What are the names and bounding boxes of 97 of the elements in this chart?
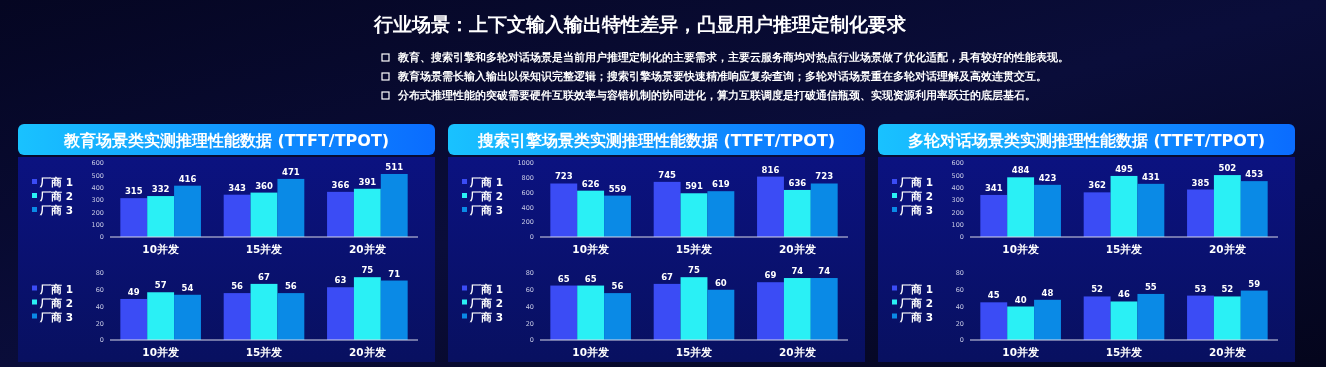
- x-tick-label: 10并发: [1002, 243, 1039, 255]
- data-label: 45: [987, 290, 1000, 301]
- data-label: 723: [815, 171, 834, 182]
- data-label: 619: [712, 179, 730, 190]
- legend-label: 厂商 1: [469, 282, 503, 295]
- x-tick-label: 20并发: [349, 346, 386, 358]
- data-label: 63: [334, 275, 347, 286]
- x-tick-label: 10并发: [572, 243, 609, 255]
- data-label: 55: [1144, 281, 1157, 292]
- x-tick-label: 20并发: [779, 346, 816, 358]
- data-label: 56: [611, 281, 624, 292]
- data-label: 745: [658, 169, 677, 180]
- data-label: 46: [1118, 289, 1130, 300]
- data-label: 65: [584, 273, 597, 284]
- data-label: 75: [688, 265, 700, 276]
- x-tick-label: 15并发: [675, 346, 713, 358]
- x-tick-label: 10并发: [142, 243, 179, 255]
- chart-title: 教育场景类实测推理性能数据 (TTFT/TPOT): [62, 131, 390, 150]
- data-label: 74: [818, 266, 831, 277]
- legend-label: 厂商 1: [39, 282, 73, 295]
- legend-label: 厂商 3: [469, 310, 503, 323]
- x-tick-label: 15并发: [675, 243, 713, 255]
- legend-label: 厂商 2: [899, 190, 933, 202]
- data-label: 816: [761, 164, 780, 175]
- text: 分布式推理性能的突破需要硬件互联效率与容错机制的协同进化，算力互联调度是打破通信瓶颈、实现资源利用率跃迁的底层基石。: [397, 89, 1036, 102]
- data-label: 366: [331, 179, 350, 190]
- data-label: 315: [124, 186, 143, 197]
- data-label: 360: [255, 180, 273, 191]
- x-tick-label: 10并发: [142, 346, 179, 358]
- x-tick-label: 15并发: [1105, 346, 1143, 358]
- data-label: 56: [284, 281, 297, 292]
- data-label: 416: [178, 173, 197, 184]
- data-label: 362: [1088, 180, 1107, 191]
- x-tick-label: 10并发: [1002, 346, 1039, 358]
- legend-label: 厂商 3: [39, 310, 73, 323]
- data-label: 67: [258, 271, 270, 282]
- legend-label: 厂商 1: [39, 176, 73, 188]
- legend-label: 厂商 1: [469, 176, 503, 188]
- x-tick-label: 15并发: [245, 346, 283, 358]
- legend-label: 厂商 2: [469, 296, 503, 309]
- data-label: 52: [1091, 284, 1104, 295]
- x-tick-label: 15并发: [245, 243, 283, 255]
- data-label: 343: [228, 182, 247, 193]
- data-label: 636: [788, 177, 807, 188]
- x-tick-label: 15并发: [1105, 243, 1143, 255]
- data-label: 53: [1194, 283, 1207, 294]
- data-label: 75: [361, 265, 374, 276]
- data-label: 385: [1191, 177, 1210, 188]
- data-label: 591: [685, 181, 703, 192]
- data-label: 391: [358, 176, 377, 187]
- data-label: 54: [181, 282, 194, 293]
- data-label: 484: [1011, 165, 1030, 176]
- data-label: 341: [984, 182, 1003, 193]
- data-label: 71: [388, 268, 401, 279]
- data-label: 502: [1218, 163, 1237, 174]
- data-label: 332: [151, 184, 170, 195]
- x-tick-label: 20并发: [1209, 243, 1246, 255]
- data-label: 56: [231, 281, 244, 292]
- data-label: 52: [1221, 284, 1234, 295]
- x-tick-label: 10并发: [572, 346, 609, 358]
- legend-label: 厂商 3: [39, 204, 73, 216]
- legend-label: 厂商 2: [39, 190, 73, 202]
- data-label: 49: [127, 286, 140, 297]
- data-label: 626: [581, 178, 600, 189]
- legend-label: 厂商 1: [899, 282, 933, 295]
- data-label: 74: [791, 266, 804, 277]
- data-label: 65: [557, 273, 570, 284]
- data-label: 471: [282, 166, 300, 177]
- data-label: 59: [1248, 278, 1261, 289]
- data-label: 453: [1245, 169, 1264, 180]
- legend-label: 厂商 3: [899, 204, 933, 216]
- x-tick-label: 20并发: [779, 243, 816, 255]
- legend-label: 厂商 3: [899, 310, 933, 323]
- data-label: 559: [608, 183, 627, 194]
- data-label: 57: [154, 280, 167, 291]
- text: 教育、搜索引擎和多轮对话场景是当前用户推理定制化的主要需求，主要云服务商均对热点行业场景做了优化适配，具有较好的性能表现。: [397, 51, 1069, 64]
- chart-title: 搜索引擎场景类实测推理性能数据 (TTFT/TPOT): [476, 131, 836, 150]
- data-label: 423: [1038, 172, 1057, 183]
- legend-label: 厂商 3: [469, 204, 503, 216]
- x-tick-label: 20并发: [1209, 346, 1246, 358]
- text: 教育场景需长输入输出以保知识完整逻辑；搜索引擎场景要快速精准响应复杂查询；多轮对话场景重在多轮对话理解及高效连贯交互。: [397, 70, 1047, 83]
- data-label: 431: [1142, 171, 1160, 182]
- data-label: 60: [714, 277, 727, 288]
- legend-label: 厂商 1: [899, 176, 933, 188]
- data-label: 48: [1041, 287, 1054, 298]
- data-label: 69: [764, 270, 777, 281]
- data-label: 723: [554, 171, 573, 182]
- legend-label: 厂商 2: [469, 190, 503, 202]
- legend-label: 厂商 2: [899, 296, 933, 309]
- chart-title: 多轮对话场景类实测推理性能数据 (TTFT/TPOT): [907, 131, 1266, 150]
- data-label: 495: [1115, 163, 1133, 174]
- data-label: 67: [661, 271, 674, 282]
- legend-label: 厂商 2: [39, 296, 73, 309]
- data-label: 511: [385, 161, 404, 172]
- text: 行业场景：上下文输入输出特性差异，凸显用户推理定制化要求: [373, 13, 907, 35]
- x-tick-label: 20并发: [349, 243, 386, 255]
- data-label: 40: [1014, 294, 1027, 305]
